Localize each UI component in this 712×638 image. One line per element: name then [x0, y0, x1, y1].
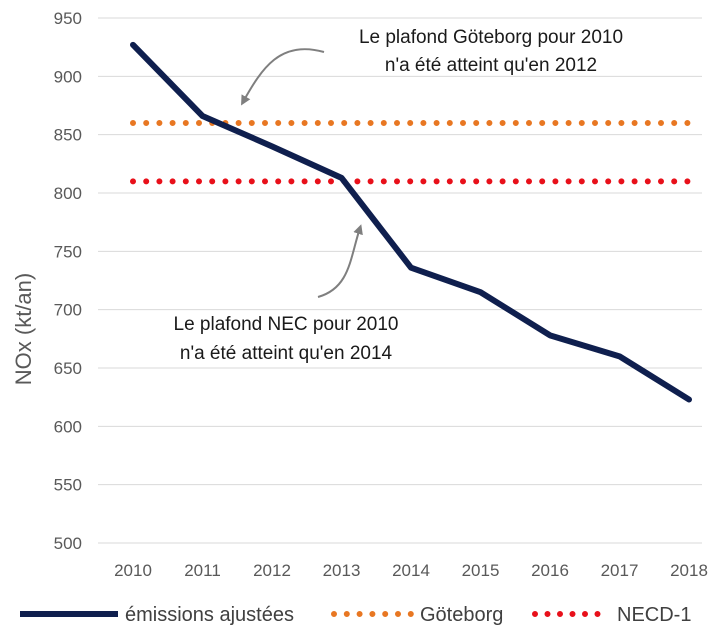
x-tick-label: 2014 [392, 561, 430, 580]
x-axis-ticks: 2010 2011 2012 2013 2014 2015 2016 2017 2018 [114, 561, 708, 580]
series-lines [130, 41, 692, 403]
x-tick-label: 2018 [670, 561, 708, 580]
x-tick-label: 2017 [601, 561, 639, 580]
y-tick-label: 800 [54, 184, 82, 203]
x-tick-label: 2015 [462, 561, 500, 580]
series-line--missions-ajust-es [130, 41, 692, 403]
y-tick-label: 950 [54, 9, 82, 28]
y-tick-label: 850 [54, 126, 82, 145]
annotation-arrows [241, 48, 363, 298]
nec-annotation-line-2: n'a été atteint qu'en 2014 [180, 343, 393, 364]
nec-annotation-line-1: Le plafond NEC pour 2010 [174, 314, 399, 335]
x-tick-label: 2011 [184, 561, 221, 580]
goteborg-annotation-arrow [241, 48, 325, 106]
y-tick-label: 600 [54, 417, 82, 436]
x-tick-label: 2010 [114, 561, 152, 580]
x-tick-label: 2016 [531, 561, 569, 580]
legend-label-necd1: NECD-1 [617, 604, 691, 626]
legend: émissions ajustées Göteborg NECD-1 [20, 604, 691, 626]
y-tick-label: 750 [54, 242, 82, 261]
x-tick-label: 2012 [253, 561, 291, 580]
y-axis-label: NOx (kt/an) [11, 273, 36, 385]
legend-label-emissions: émissions ajustées [125, 604, 294, 626]
goteborg-annotation-line-1: Le plafond Göteborg pour 2010 [359, 27, 623, 48]
y-tick-label: 650 [54, 359, 82, 378]
gridlines [98, 17, 702, 544]
goteborg-annotation-line-2: n'a été atteint qu'en 2012 [385, 55, 597, 76]
y-tick-label: 500 [54, 534, 82, 553]
y-tick-label: 700 [54, 301, 82, 320]
legend-label-goteborg: Göteborg [420, 604, 503, 626]
y-tick-label: 900 [54, 67, 82, 86]
y-tick-label: 550 [54, 476, 82, 495]
nec-annotation-arrow [317, 224, 363, 298]
x-tick-label: 2013 [323, 561, 361, 580]
y-axis-ticks: 500 550 600 650 700 750 800 850 900 950 [54, 9, 82, 553]
